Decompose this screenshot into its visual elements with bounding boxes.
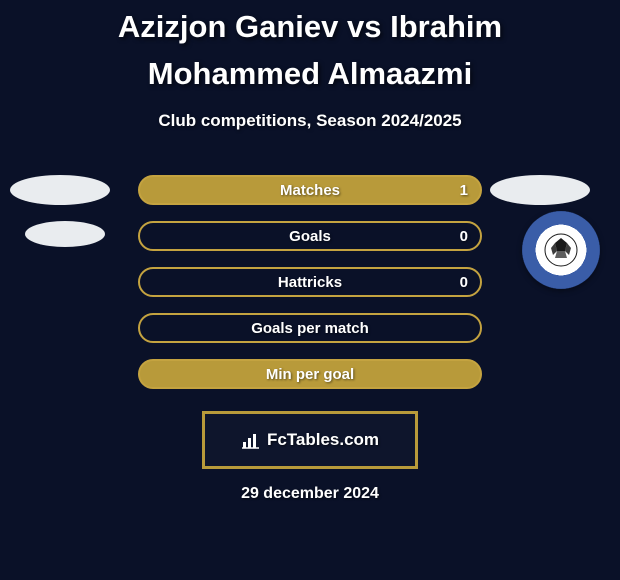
- page-title: Azizjon Ganiev vs Ibrahim Mohammed Almaa…: [0, 0, 620, 97]
- stat-row: Goals 0: [0, 221, 620, 251]
- date-text: 29 december 2024: [241, 485, 379, 503]
- stat-bar-goals: Goals 0: [138, 221, 482, 251]
- stat-label: Goals per match: [251, 320, 369, 337]
- stat-label: Matches: [280, 182, 340, 199]
- stat-label: Hattricks: [278, 274, 342, 291]
- footer-brand-box: FcTables.com: [202, 411, 418, 469]
- footer-brand-text: FcTables.com: [267, 430, 379, 450]
- stat-row: Matches 1: [0, 175, 620, 205]
- bar-chart-icon: [241, 430, 261, 450]
- stat-bar-min-per-goal: Min per goal: [138, 359, 482, 389]
- stat-row: Goals per match: [0, 313, 620, 343]
- stat-bar-goals-per-match: Goals per match: [138, 313, 482, 343]
- stat-value-right: 0: [460, 228, 468, 245]
- stat-value-right: 0: [460, 274, 468, 291]
- infographic: Azizjon Ganiev vs Ibrahim Mohammed Almaa…: [0, 0, 620, 580]
- stat-value-right: 1: [460, 182, 468, 199]
- stat-bar-hattricks: Hattricks 0: [138, 267, 482, 297]
- stat-row: Hattricks 0: [0, 267, 620, 297]
- stat-label: Min per goal: [266, 366, 354, 383]
- stats-rows: Matches 1 Goals 0 Hattricks 0 Goals per …: [0, 175, 620, 389]
- stat-bar-matches: Matches 1: [138, 175, 482, 205]
- stat-label: Goals: [289, 228, 331, 245]
- stat-row: Min per goal: [0, 359, 620, 389]
- subtitle: Club competitions, Season 2024/2025: [158, 111, 461, 131]
